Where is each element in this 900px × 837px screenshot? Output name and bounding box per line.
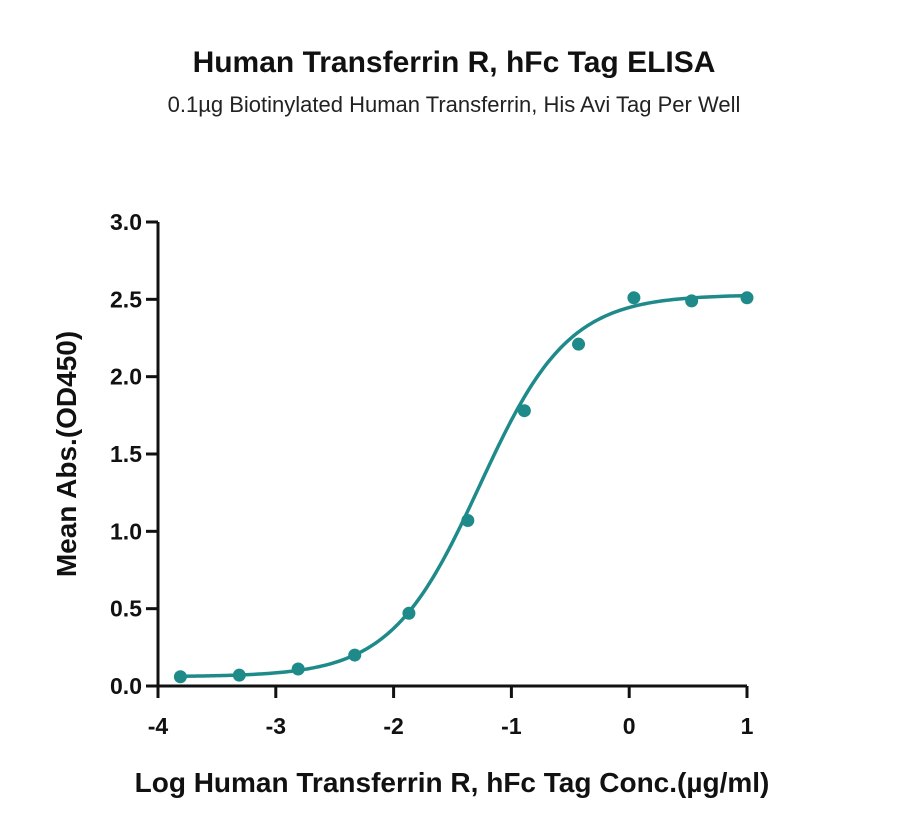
data-point (291, 662, 305, 676)
x-tick-label: 0 (623, 713, 636, 739)
y-tick-label: 2.5 (110, 286, 142, 312)
y-tick-label: 1.5 (110, 441, 142, 467)
data-point (348, 648, 362, 662)
y-axis-label: Mean Abs.(OD450) (51, 331, 82, 577)
x-tick-label: -2 (383, 713, 403, 739)
y-axis: 0.0 0.5 1.0 1.5 2.0 2.5 3.0 (110, 209, 160, 699)
data-point (627, 291, 641, 305)
data-point (740, 291, 754, 305)
x-axis: -4 -3 -2 -1 0 1 (148, 684, 754, 739)
data-point (685, 294, 699, 308)
fit-curve (180, 293, 748, 679)
data-point (232, 668, 246, 682)
y-tick-label: 1.0 (110, 518, 142, 544)
data-point (173, 670, 187, 684)
y-tick-label: 0.0 (110, 673, 142, 699)
x-tick-label: -4 (148, 713, 169, 739)
x-tick-label: -1 (501, 713, 522, 739)
x-axis-label: Log Human Transferrin R, hFc Tag Conc.(µ… (135, 767, 770, 798)
data-point (461, 514, 475, 528)
data-point (402, 606, 416, 620)
chart-subtitle: 0.1µg Biotinylated Human Transferrin, Hi… (168, 92, 741, 117)
data-points (173, 291, 754, 684)
y-tick-label: 3.0 (110, 209, 142, 235)
chart-title: Human Transferrin R, hFc Tag ELISA (193, 46, 716, 79)
y-tick-label: 0.5 (110, 596, 142, 622)
y-tick-label: 2.0 (110, 364, 142, 390)
data-point (517, 404, 531, 418)
data-point (572, 337, 586, 351)
x-tick-label: -3 (266, 713, 286, 739)
x-tick-label: 1 (741, 713, 754, 739)
